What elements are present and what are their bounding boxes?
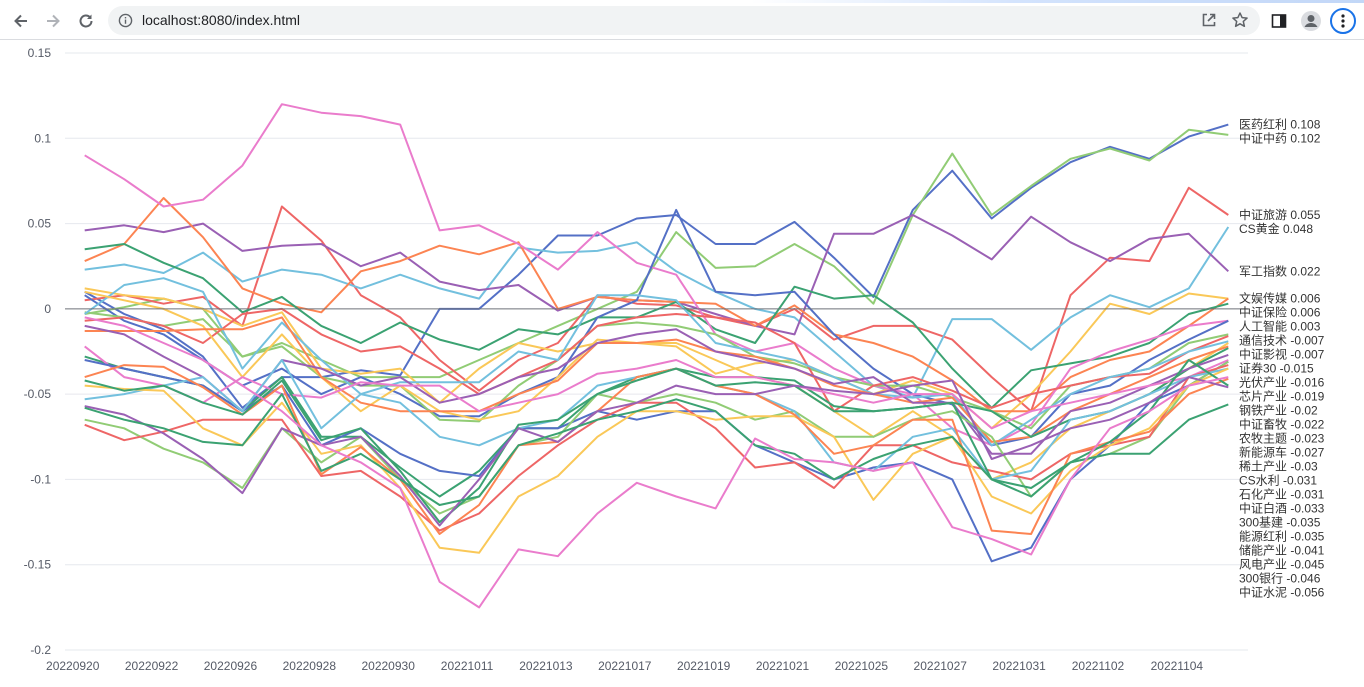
series-line xyxy=(84,290,1229,481)
series-end-label: 能源红利 -0.035 xyxy=(1239,529,1325,544)
reload-icon xyxy=(79,14,93,28)
x-tick-label: 20220928 xyxy=(283,659,337,673)
y-tick-label: 0.05 xyxy=(28,217,52,231)
star-icon[interactable] xyxy=(1231,11,1249,29)
series-line xyxy=(84,393,1229,506)
x-tick-label: 20221025 xyxy=(835,659,889,673)
side-panel-button[interactable] xyxy=(1266,8,1292,34)
series-end-label: 储能产业 -0.041 xyxy=(1239,543,1325,558)
y-tick-label: 0.1 xyxy=(34,131,51,145)
series-end-label: 300基建 -0.035 xyxy=(1239,516,1321,530)
series-end-label: 300银行 -0.046 xyxy=(1239,572,1321,586)
y-tick-label: -0.1 xyxy=(30,472,51,486)
series-end-label: 中证保险 0.006 xyxy=(1239,305,1321,320)
browser-menu-button[interactable] xyxy=(1330,8,1356,34)
series-line xyxy=(84,359,1229,524)
series-end-label: CS水利 -0.031 xyxy=(1239,474,1317,488)
series-end-label: 中证畜牧 -0.022 xyxy=(1239,417,1325,432)
series-end-label: CS黄金 0.048 xyxy=(1239,221,1313,236)
series-line xyxy=(84,307,1229,413)
series-line xyxy=(84,316,1229,443)
series-lines xyxy=(84,103,1230,609)
info-icon[interactable] xyxy=(118,13,133,28)
series-line xyxy=(84,277,1229,447)
x-tick-label: 20221104 xyxy=(1151,659,1204,673)
forward-arrow-icon xyxy=(47,14,60,28)
series-line xyxy=(84,376,1229,527)
series-end-label: 证券30 -0.015 xyxy=(1239,361,1314,376)
forward-button[interactable] xyxy=(40,8,66,34)
browser-toolbar: localhost:8080/index.html xyxy=(0,0,1364,40)
y-tick-label: -0.15 xyxy=(24,558,52,572)
series-end-label: 光伏产业 -0.016 xyxy=(1239,376,1325,390)
series-end-label: 中证影视 -0.007 xyxy=(1239,347,1325,362)
series-line xyxy=(84,186,1229,413)
url-text[interactable]: localhost:8080/index.html xyxy=(142,12,300,28)
share-icon[interactable] xyxy=(1200,11,1218,29)
series-end-label: 中证白酒 -0.033 xyxy=(1239,501,1325,516)
back-arrow-icon xyxy=(14,14,27,28)
series-end-label: 中证旅游 0.055 xyxy=(1239,207,1321,222)
address-bar[interactable]: localhost:8080/index.html xyxy=(108,6,1260,35)
x-tick-label: 20221011 xyxy=(441,659,494,673)
back-button[interactable] xyxy=(8,8,34,34)
series-end-label: 人工智能 0.003 xyxy=(1239,319,1321,334)
x-tick-label: 20220922 xyxy=(125,659,179,673)
x-tick-label: 20221013 xyxy=(519,659,573,673)
series-end-label: 中证中药 0.102 xyxy=(1239,131,1321,146)
x-axis-ticks: 20220920 20220922 20220926 20220928 20220930… xyxy=(46,659,1203,673)
series-end-label: 通信技术 -0.007 xyxy=(1239,334,1325,348)
y-tick-label: 0.15 xyxy=(28,46,52,60)
reload-button[interactable] xyxy=(73,8,99,34)
series-line xyxy=(84,364,1229,532)
x-tick-label: 20221021 xyxy=(756,659,810,673)
series-end-label: 新能源车 -0.027 xyxy=(1239,445,1325,460)
profile-button[interactable] xyxy=(1298,8,1324,34)
series-line xyxy=(84,197,1229,413)
tab-strip-edge xyxy=(0,0,1364,3)
x-tick-label: 20221031 xyxy=(992,659,1046,673)
x-tick-label: 20220926 xyxy=(204,659,258,673)
profile-icon xyxy=(1301,11,1321,31)
series-line xyxy=(84,208,1229,447)
series-end-label: 稀土产业 -0.03 xyxy=(1239,460,1318,474)
y-tick-label: 0 xyxy=(44,302,51,316)
side-panel-icon xyxy=(1271,14,1287,28)
series-end-label: 农牧主题 -0.023 xyxy=(1239,432,1325,446)
series-line xyxy=(84,367,1229,554)
y-tick-label: -0.2 xyxy=(30,643,51,657)
grid-lines xyxy=(65,52,1248,651)
series-end-label: 医药红利 0.108 xyxy=(1239,117,1321,132)
series-end-label: 中证水泥 -0.056 xyxy=(1239,585,1325,600)
more-vert-icon xyxy=(1341,14,1345,28)
series-line xyxy=(84,128,1229,379)
x-tick-label: 20220920 xyxy=(46,659,100,673)
series-end-label: 风电产业 -0.045 xyxy=(1239,558,1325,572)
x-tick-label: 20221017 xyxy=(598,659,652,673)
series-line xyxy=(84,243,1229,409)
x-tick-label: 20220930 xyxy=(361,659,415,673)
series-line xyxy=(84,287,1229,430)
x-tick-label: 20221027 xyxy=(914,659,968,673)
y-axis-ticks: 0.15 0.1 0.05 0 -0.05 -0.1 -0.15 -0.2 xyxy=(24,46,52,657)
x-tick-label: 20221019 xyxy=(677,659,731,673)
x-tick-label: 20221102 xyxy=(1072,659,1125,673)
series-line xyxy=(84,311,1229,430)
series-end-label: 石化产业 -0.031 xyxy=(1239,488,1325,502)
line-chart: 0.150.10.050-0.05-0.1-0.15-0.2 20220920 2… xyxy=(24,46,1325,673)
series-end-label: 芯片产业 -0.019 xyxy=(1239,390,1325,404)
series-end-label: 文娱传媒 0.006 xyxy=(1239,291,1321,306)
series-end-label: 钢铁产业 -0.02 xyxy=(1239,404,1318,418)
series-end-label: 军工指数 0.022 xyxy=(1239,263,1321,278)
series-line xyxy=(84,316,1229,609)
y-tick-label: -0.05 xyxy=(24,387,52,401)
series-line xyxy=(84,364,1229,535)
